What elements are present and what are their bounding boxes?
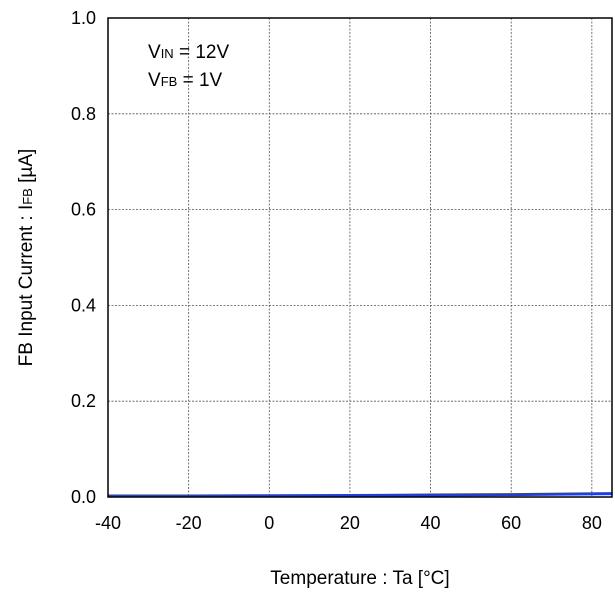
y-tick-label: 0.6 — [71, 200, 96, 220]
annotation-vfb-main: V — [148, 70, 161, 91]
annotation-vin-sub: IN — [161, 46, 174, 61]
series-layer — [108, 492, 613, 498]
x-axis-label: Temperature : Ta [°C] — [270, 568, 449, 589]
y-tick-label: 1.0 — [71, 8, 96, 28]
annotation-vin-value: = 12V — [174, 42, 230, 63]
y-axis-label-sub: FB — [20, 188, 35, 205]
annotation-vfb-value: = 1V — [177, 70, 222, 91]
annotation-vin: VIN = 12V — [148, 42, 229, 63]
series-line — [108, 492, 613, 498]
y-axis-label: FB Input Current : IFB [µA] — [16, 149, 37, 367]
annotation-vfb-sub: FB — [161, 74, 178, 89]
x-tick-label: -40 — [95, 513, 121, 533]
grid-lines — [108, 18, 612, 497]
plot-frame — [107, 17, 613, 498]
y-tick-labels: 0.0 0.2 0.4 0.6 0.8 1.0 — [71, 8, 96, 507]
annotation-vfb: VFB = 1V — [148, 70, 223, 91]
y-tick-label: 0.8 — [71, 104, 96, 124]
annotation-vin-main: V — [148, 42, 161, 63]
x-tick-labels: -40 -20 0 20 40 60 80 — [95, 513, 602, 533]
x-tick-label: 40 — [421, 513, 441, 533]
x-tick-label: 0 — [264, 513, 274, 533]
x-tick-label: 60 — [501, 513, 521, 533]
y-tick-label: 0.0 — [71, 487, 96, 507]
x-tick-label: 20 — [340, 513, 360, 533]
y-tick-label: 0.4 — [71, 295, 96, 315]
y-tick-label: 0.2 — [71, 391, 96, 411]
x-tick-label: -20 — [176, 513, 202, 533]
x-tick-label: 80 — [582, 513, 602, 533]
y-axis-label-unit: [µA] — [16, 149, 37, 188]
y-axis-label-main: FB Input Current : I — [16, 205, 37, 367]
